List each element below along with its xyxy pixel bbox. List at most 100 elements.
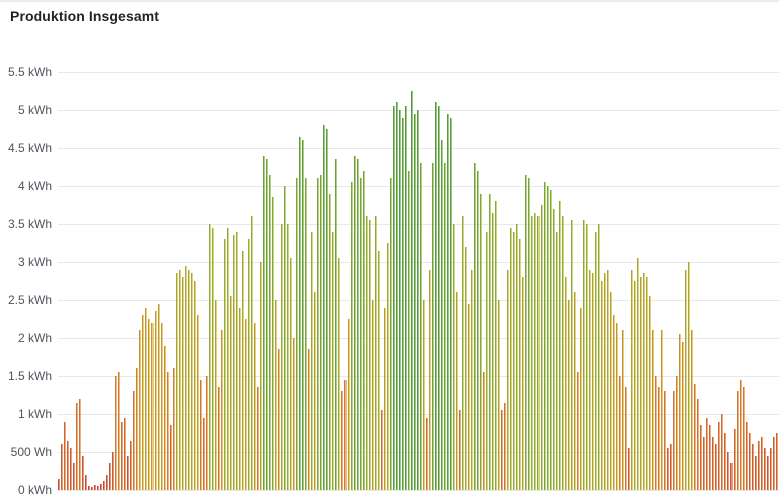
bar (296, 178, 299, 490)
bar (371, 300, 374, 490)
bar (70, 448, 73, 490)
bar (389, 178, 392, 490)
bar (323, 125, 326, 490)
bar (667, 448, 670, 490)
bar (579, 307, 582, 490)
bar (555, 231, 558, 490)
bar (100, 483, 103, 490)
bar (302, 140, 305, 490)
bar (235, 231, 238, 490)
bar (525, 174, 528, 490)
bar (257, 387, 260, 490)
bar (624, 387, 627, 490)
bar (281, 224, 284, 490)
bar (606, 269, 609, 490)
bar (332, 231, 335, 490)
bar (495, 201, 498, 490)
bar (154, 311, 157, 490)
bar (124, 417, 127, 490)
bar (329, 193, 332, 490)
panel-title[interactable]: Produktion Insgesamt (10, 8, 160, 24)
bar (166, 372, 169, 490)
bar (76, 402, 79, 490)
bar (489, 193, 492, 490)
bar (374, 216, 377, 490)
bar (335, 159, 338, 490)
bar (528, 178, 531, 490)
bar (600, 281, 603, 490)
bar (775, 433, 778, 490)
bar (383, 307, 386, 490)
bar (549, 189, 552, 490)
bar (305, 178, 308, 490)
bar (190, 273, 193, 490)
bar (567, 300, 570, 490)
bar (649, 296, 652, 490)
bar (413, 113, 416, 490)
bar (736, 391, 739, 490)
bar (591, 273, 594, 490)
bar (251, 216, 254, 490)
bar (431, 163, 434, 490)
bar (453, 224, 456, 490)
bar (516, 224, 519, 490)
bar (317, 178, 320, 490)
bar (121, 421, 124, 490)
bar (229, 296, 232, 490)
bar (751, 444, 754, 490)
bar (157, 303, 160, 490)
bar (422, 300, 425, 490)
bar (561, 216, 564, 490)
bar (597, 224, 600, 490)
bar (748, 433, 751, 490)
bar (564, 277, 567, 490)
bar (386, 243, 389, 490)
bar (290, 258, 293, 490)
bar (151, 322, 154, 490)
bar (178, 269, 181, 490)
bar (142, 315, 145, 490)
bar (471, 269, 474, 490)
bar (609, 292, 612, 490)
bar (492, 212, 495, 490)
bar (148, 319, 151, 490)
bar (368, 220, 371, 490)
bar (67, 440, 70, 490)
bar (513, 231, 516, 490)
bar (217, 387, 220, 490)
bar (404, 106, 407, 490)
bar (721, 414, 724, 490)
bar (136, 368, 139, 490)
bar (603, 273, 606, 490)
bar (456, 292, 459, 490)
bar (712, 436, 715, 490)
bar (588, 269, 591, 490)
bar (612, 315, 615, 490)
bar (766, 455, 769, 490)
bar (73, 463, 76, 490)
bar (163, 345, 166, 490)
bar (661, 330, 664, 490)
bar (742, 387, 745, 490)
bar (344, 379, 347, 490)
bar (359, 178, 362, 490)
bar (320, 174, 323, 490)
bar (308, 349, 311, 490)
y-axis-label: 1 kWh (17, 407, 52, 421)
bar (434, 102, 437, 490)
bar (552, 208, 555, 490)
bar (380, 410, 383, 490)
bar (118, 372, 121, 490)
bar (534, 212, 537, 490)
bar (311, 231, 314, 490)
y-axis-label: 2.5 kWh (7, 293, 52, 307)
bar (401, 117, 404, 490)
y-axis-label: 1.5 kWh (7, 369, 52, 383)
bar (139, 330, 142, 490)
y-axis-label: 3.5 kWh (7, 217, 52, 231)
bar (754, 455, 757, 490)
plot-area[interactable] (58, 72, 779, 490)
bar (730, 463, 733, 490)
y-axis-label: 4.5 kWh (7, 141, 52, 155)
